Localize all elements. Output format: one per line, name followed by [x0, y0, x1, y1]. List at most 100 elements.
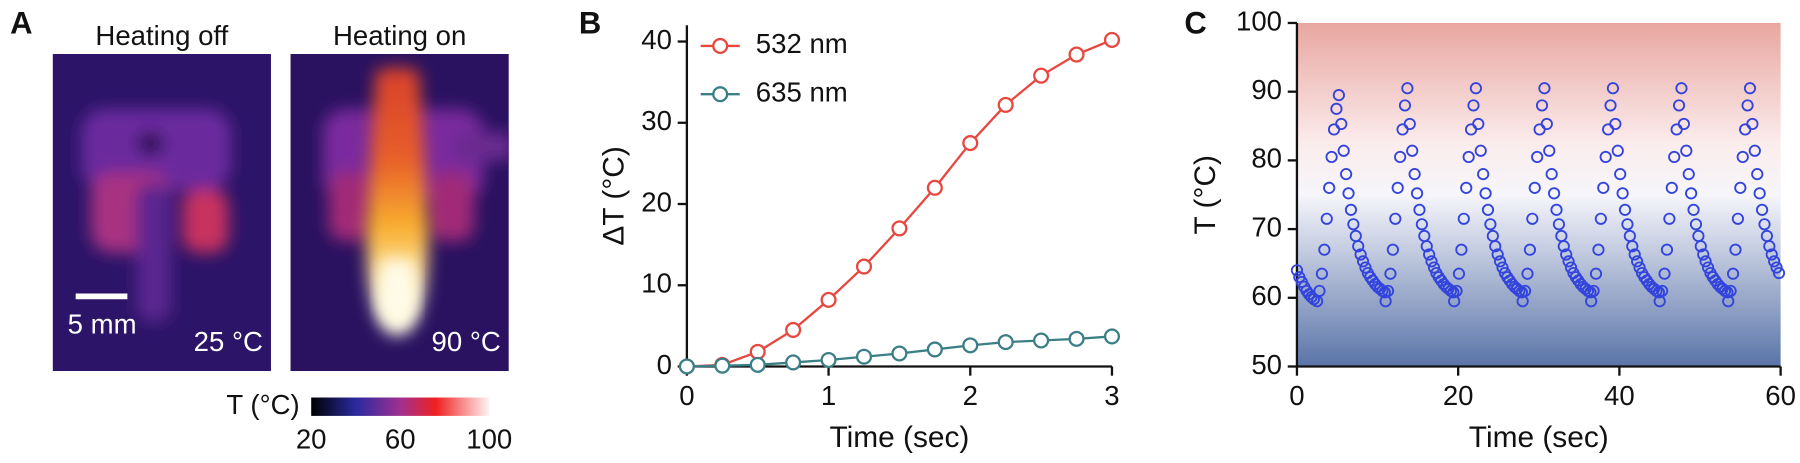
y-axis-label: ΔT (°C)	[598, 146, 631, 245]
y-tick-label: 60	[1251, 280, 1282, 311]
point	[1689, 218, 1703, 231]
point	[1557, 240, 1570, 253]
point	[1408, 168, 1421, 181]
point	[1526, 212, 1539, 225]
point	[1594, 212, 1607, 225]
point	[1384, 267, 1397, 280]
point	[1354, 248, 1367, 261]
panel-letter: C	[1184, 5, 1206, 40]
point	[1694, 240, 1707, 253]
point	[1489, 240, 1502, 253]
point	[1552, 218, 1566, 231]
point	[1068, 46, 1085, 63]
point	[1469, 82, 1482, 95]
x-tick-label: 3	[1104, 380, 1119, 411]
point	[1313, 284, 1326, 298]
point	[1394, 150, 1407, 164]
point	[1389, 212, 1402, 225]
y-tick-label: 50	[1251, 349, 1282, 380]
point	[1425, 255, 1438, 268]
x-tick-label: 1	[821, 380, 836, 411]
point	[1699, 255, 1712, 268]
y-tick-label: 30	[641, 105, 672, 136]
point	[1531, 150, 1544, 164]
point	[1562, 255, 1575, 268]
temperature-label: 25 °C	[194, 326, 263, 357]
colorbar-tick-label: 100	[466, 423, 512, 454]
point	[714, 357, 731, 374]
x-tick-label: 20	[1443, 380, 1474, 411]
point	[1734, 181, 1747, 194]
legend-marker	[712, 86, 729, 103]
point	[891, 220, 908, 237]
point	[1528, 181, 1541, 194]
y-tick-label: 20	[641, 186, 672, 217]
colorbar-label: T (°C)	[226, 389, 299, 420]
point	[1481, 203, 1495, 216]
point	[1315, 267, 1329, 280]
y-tick-label: 0	[657, 349, 672, 380]
point	[1479, 187, 1492, 200]
point	[1103, 328, 1121, 345]
point	[1668, 150, 1681, 164]
point	[749, 343, 766, 360]
point	[962, 135, 979, 152]
point	[1729, 243, 1742, 256]
point	[1741, 99, 1754, 112]
point	[1751, 168, 1764, 181]
point	[1452, 267, 1466, 280]
y-tick-label: 70	[1251, 211, 1282, 242]
point	[1352, 240, 1365, 253]
point	[1656, 284, 1669, 298]
point	[1538, 82, 1551, 95]
point	[1332, 89, 1345, 102]
point	[1521, 267, 1534, 280]
panel-letter: A	[10, 5, 32, 40]
point	[1772, 266, 1786, 280]
point	[1748, 144, 1761, 157]
point	[855, 348, 873, 365]
point	[1589, 267, 1603, 280]
point	[1462, 150, 1475, 164]
point	[1523, 243, 1537, 256]
colorbar-tick-label: 60	[385, 423, 416, 454]
point	[1548, 187, 1561, 200]
point	[1660, 243, 1674, 256]
point	[1344, 203, 1358, 216]
point	[1318, 243, 1331, 256]
point	[1763, 240, 1776, 253]
point	[1746, 117, 1759, 131]
point	[1731, 212, 1744, 225]
point	[1682, 168, 1695, 181]
point	[1540, 117, 1553, 131]
point	[1587, 284, 1600, 298]
point	[1560, 248, 1573, 261]
point	[1604, 99, 1617, 112]
point	[1626, 240, 1639, 253]
point	[1765, 248, 1778, 261]
point	[1633, 261, 1646, 274]
point	[1420, 240, 1433, 253]
point	[891, 345, 908, 362]
point	[1599, 150, 1612, 164]
point	[1398, 99, 1412, 112]
point	[1592, 243, 1605, 256]
point	[1665, 181, 1678, 194]
x-tick-label: 40	[1604, 380, 1635, 411]
point	[1672, 99, 1686, 112]
point	[1543, 144, 1556, 157]
point	[1697, 248, 1710, 261]
point	[1457, 212, 1470, 225]
y-tick-label: 80	[1251, 143, 1282, 174]
point	[1103, 31, 1121, 48]
point	[1663, 212, 1676, 225]
x-tick-label: 0	[679, 380, 694, 411]
point	[1484, 218, 1497, 231]
point	[1609, 117, 1622, 131]
point	[926, 341, 943, 358]
point	[1401, 82, 1414, 95]
y-tick-label: 10	[641, 268, 672, 299]
point	[1323, 181, 1336, 194]
point	[926, 179, 943, 196]
